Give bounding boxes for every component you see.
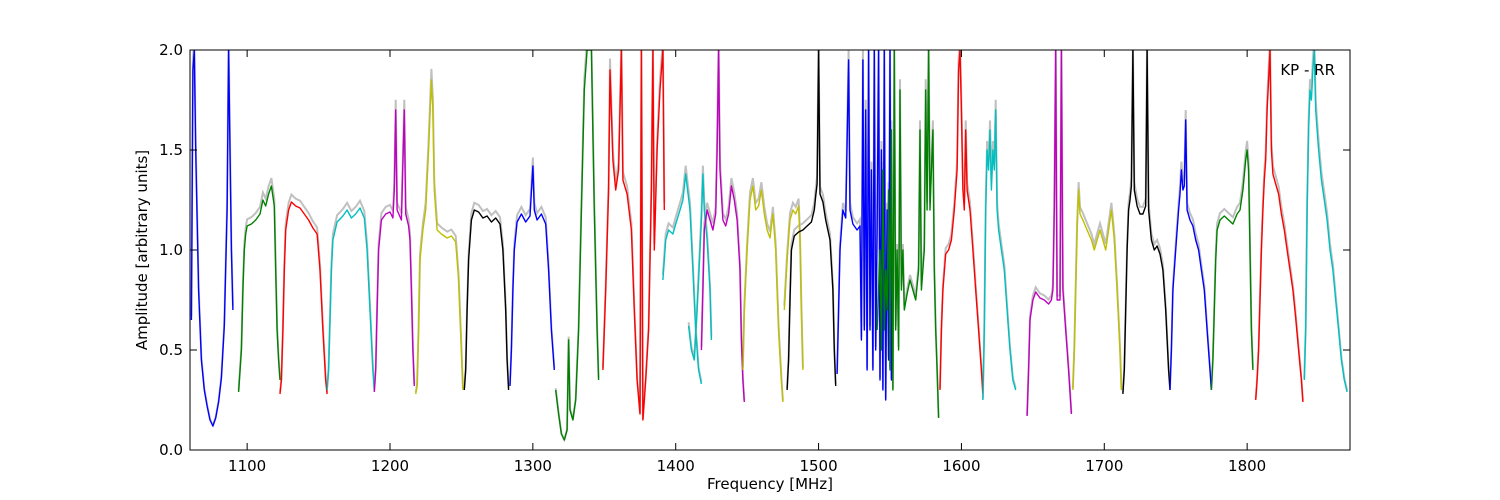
series-line-11 [662,173,703,385]
series-line-15 [783,205,804,371]
chart-annotation: KP - RR [1280,61,1335,79]
series-line-19 [939,50,984,395]
ticks: 1100 1200 1300 1400 1500 1600 1700 1800 0.0 0.5 1.… [159,41,1350,475]
x-axis-label: Frequency [MHz] [707,475,833,493]
series-line-14 [742,185,784,403]
series-line-6 [415,79,464,395]
series-line-8 [509,165,555,387]
x-tick-label: 1200 [371,457,409,475]
series-line-12 [687,173,713,361]
series-line-22 [1072,189,1123,391]
background-trace-16 [786,50,837,389]
series-line-20 [982,109,1017,401]
series-line-2 [237,185,281,393]
series-line-18 [876,50,940,419]
series-line-3 [279,201,328,395]
y-tick-label: 2.0 [159,41,183,59]
series-line-10 [602,50,665,421]
series-line-5 [373,109,415,393]
series-line-4 [326,207,375,391]
series-line-9 [555,50,600,441]
series-line-16 [786,50,837,391]
series-line-7 [463,209,510,391]
y-tick-label: 0.5 [159,341,183,359]
x-tick-label: 1300 [514,457,552,475]
y-tick-label: 1.0 [159,241,183,259]
series-line-21 [1026,50,1073,417]
series-line-27 [1303,50,1348,393]
y-axis-label: Amplitude [arbitrary units] [133,150,151,350]
x-tick-label: 1600 [942,457,980,475]
y-tick-label: 0.0 [159,441,183,459]
series-line-23 [1122,50,1171,395]
series-line-13 [700,50,745,403]
series-line-24 [1169,119,1213,391]
series-line-26 [1255,50,1304,403]
x-tick-label: 1700 [1085,457,1123,475]
x-tick-label: 1500 [799,457,837,475]
plot-frame [189,49,1351,451]
x-tick-label: 1100 [228,457,266,475]
plot-background [190,50,1350,450]
series-group [190,50,1348,441]
series-line-25 [1210,149,1254,391]
x-tick-label: 1400 [657,457,695,475]
x-tick-label: 1800 [1228,457,1266,475]
y-tick-label: 1.5 [159,141,183,159]
